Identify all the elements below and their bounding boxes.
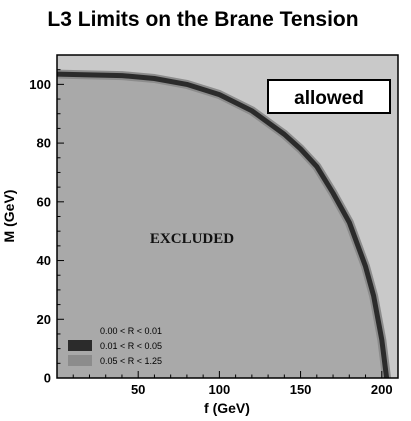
x-tick-label: 50 bbox=[131, 382, 145, 397]
y-tick-label: 0 bbox=[44, 371, 51, 386]
chart-title: L3 Limits on the Brane Tension bbox=[47, 8, 358, 31]
y-tick-label: 60 bbox=[37, 194, 51, 209]
legend: 0.00 < R < 0.01 0.01 < R < 0.05 0.05 < R <… bbox=[68, 325, 162, 366]
y-axis-label: M (GeV) bbox=[1, 190, 17, 243]
y-tick-label: 80 bbox=[37, 136, 51, 151]
legend-swatch bbox=[68, 325, 92, 336]
excluded-label: EXCLUDED bbox=[150, 231, 234, 247]
y-tick-label: 100 bbox=[29, 77, 51, 92]
x-tick-label: 100 bbox=[209, 382, 231, 397]
y-tick-label: 40 bbox=[37, 253, 51, 268]
x-axis-label: f (GeV) bbox=[204, 400, 250, 416]
allowed-label: allowed bbox=[294, 88, 364, 109]
x-tick-label: 150 bbox=[290, 382, 312, 397]
legend-swatch bbox=[68, 355, 92, 366]
x-tick-label: 200 bbox=[371, 382, 393, 397]
legend-label: 0.00 < R < 0.01 bbox=[100, 326, 162, 336]
y-tick-label: 20 bbox=[37, 312, 51, 327]
legend-label: 0.01 < R < 0.05 bbox=[100, 341, 162, 351]
legend-label: 0.05 < R < 1.25 bbox=[100, 356, 162, 366]
legend-swatch bbox=[68, 340, 92, 351]
